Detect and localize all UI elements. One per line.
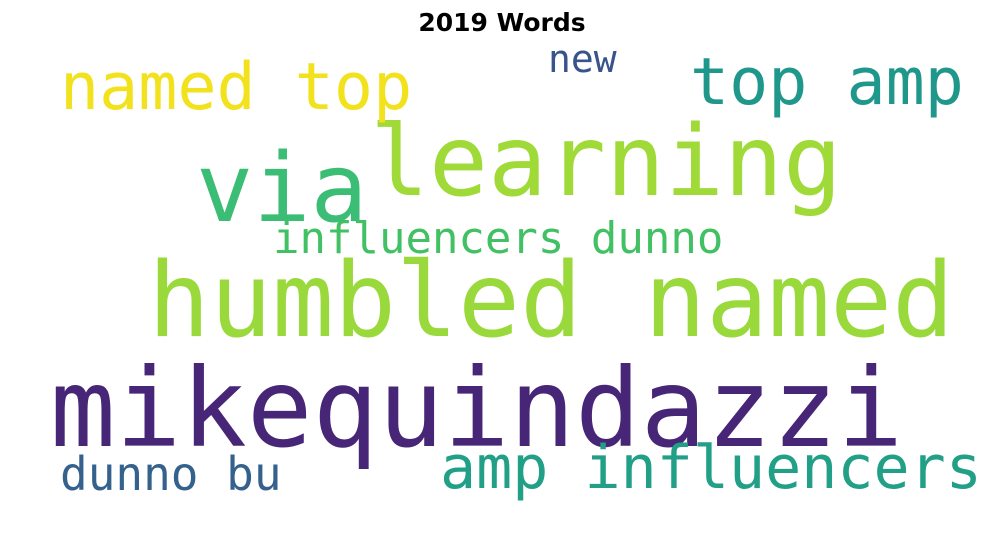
word-cloud-word: learning [370, 105, 843, 219]
word-cloud-word: new [548, 37, 617, 81]
word-cloud-word: influencers dunno [273, 213, 724, 264]
word-cloud-word: top amp [690, 45, 964, 120]
word-cloud-word: via [196, 134, 368, 244]
word-cloud-word: mikequindazzi [50, 345, 904, 472]
word-cloud-word: humbled named [148, 241, 955, 361]
word-cloud-word: dunno bu [60, 447, 282, 501]
word-cloud-word: named top [60, 50, 413, 125]
chart-title: 2019 Words [418, 8, 586, 37]
word-cloud-word: amp influencers [440, 433, 982, 503]
